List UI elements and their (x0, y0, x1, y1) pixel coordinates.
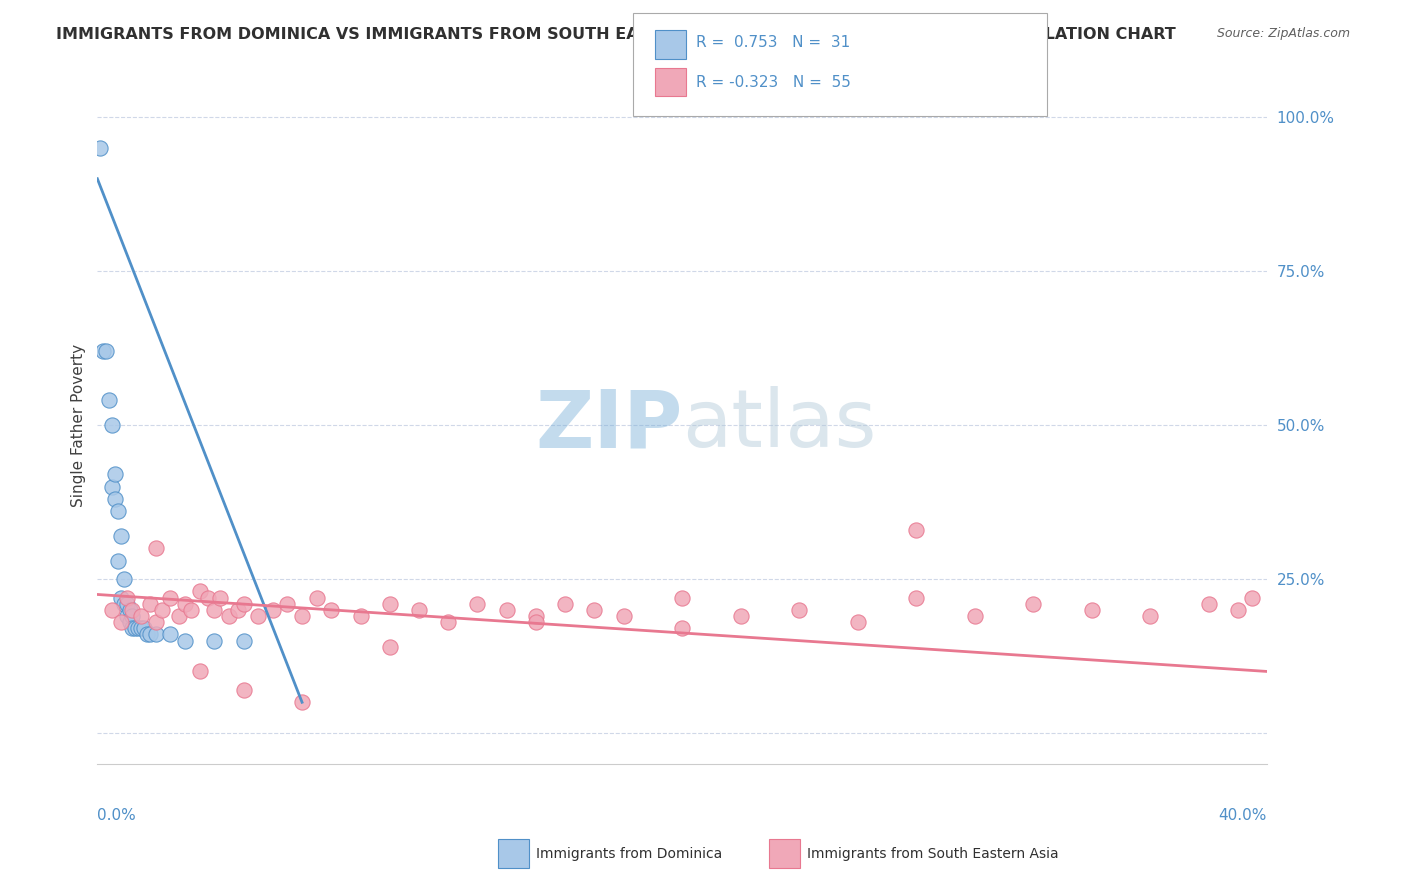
Point (730, 609, 752, 624)
Text: ZIP: ZIP (534, 386, 682, 464)
Point (554, 597, 576, 611)
Text: R =  0.753   N =  31: R = 0.753 N = 31 (696, 36, 851, 50)
Point (524, 615, 547, 630)
Point (145, 541, 167, 556)
Point (232, 597, 254, 611)
Point (321, 603, 343, 617)
Text: IMMIGRANTS FROM DOMINICA VS IMMIGRANTS FROM SOUTH EASTERN ASIA SINGLE FATHER POV: IMMIGRANTS FROM DOMINICA VS IMMIGRANTS F… (56, 27, 1175, 42)
Point (1080, 603, 1102, 617)
Point (129, 609, 152, 624)
Point (226, 603, 249, 617)
Point (112, 597, 135, 611)
Point (846, 615, 869, 630)
Point (115, 609, 138, 624)
Point (112, 572, 135, 586)
Point (110, 615, 132, 630)
Point (121, 621, 143, 635)
Point (905, 591, 928, 605)
Text: atlas: atlas (682, 386, 876, 464)
Point (101, 480, 124, 494)
Point (188, 584, 211, 599)
Point (583, 603, 606, 617)
Point (232, 633, 254, 648)
Point (110, 591, 132, 605)
Point (180, 603, 202, 617)
Point (437, 615, 460, 630)
Point (115, 591, 138, 605)
Point (247, 609, 270, 624)
Point (1139, 609, 1161, 624)
Point (110, 529, 132, 543)
Point (1198, 597, 1220, 611)
Point (91, 344, 114, 359)
Point (408, 603, 430, 617)
Point (305, 591, 328, 605)
Point (262, 603, 284, 617)
Point (787, 603, 810, 617)
Text: Source: ZipAtlas.com: Source: ZipAtlas.com (1216, 27, 1350, 40)
Point (218, 609, 240, 624)
Point (291, 609, 314, 624)
Point (159, 627, 181, 641)
Point (202, 603, 225, 617)
Text: 0.0%: 0.0% (97, 808, 136, 823)
Point (121, 609, 143, 624)
Point (174, 597, 197, 611)
Point (139, 627, 162, 641)
Point (98, 393, 121, 408)
Point (94, 344, 117, 359)
Point (524, 609, 547, 624)
Point (145, 615, 167, 630)
Point (202, 633, 225, 648)
Point (104, 491, 127, 506)
Point (671, 591, 693, 605)
Point (467, 597, 489, 611)
Point (89, 141, 111, 155)
Point (159, 591, 181, 605)
Point (107, 504, 129, 518)
Point (209, 591, 232, 605)
Point (104, 467, 127, 482)
Point (115, 597, 138, 611)
Point (101, 603, 124, 617)
Point (378, 597, 401, 611)
Point (107, 553, 129, 567)
Point (613, 609, 636, 624)
Point (349, 609, 371, 624)
Point (139, 597, 162, 611)
Point (1241, 591, 1264, 605)
Text: Immigrants from Dominica: Immigrants from Dominica (536, 847, 721, 861)
Point (134, 621, 156, 635)
Point (127, 621, 149, 635)
Text: R = -0.323   N =  55: R = -0.323 N = 55 (696, 75, 851, 89)
Point (963, 609, 986, 624)
Point (101, 418, 124, 433)
Point (129, 621, 152, 635)
Point (276, 597, 298, 611)
Point (495, 603, 517, 617)
Text: Immigrants from South Eastern Asia: Immigrants from South Eastern Asia (807, 847, 1059, 861)
Point (1022, 597, 1045, 611)
Point (124, 621, 146, 635)
Text: 40.0%: 40.0% (1219, 808, 1267, 823)
Point (167, 609, 190, 624)
Point (905, 523, 928, 537)
Point (232, 682, 254, 697)
Point (118, 615, 141, 630)
Point (174, 633, 197, 648)
Point (197, 591, 219, 605)
Point (150, 603, 173, 617)
Point (121, 603, 143, 617)
Point (378, 640, 401, 654)
Point (188, 665, 211, 679)
Point (118, 603, 141, 617)
Point (291, 695, 314, 709)
Point (145, 627, 167, 641)
Point (136, 627, 159, 641)
Point (671, 621, 693, 635)
Point (1226, 603, 1249, 617)
Y-axis label: Single Father Poverty: Single Father Poverty (72, 343, 86, 507)
